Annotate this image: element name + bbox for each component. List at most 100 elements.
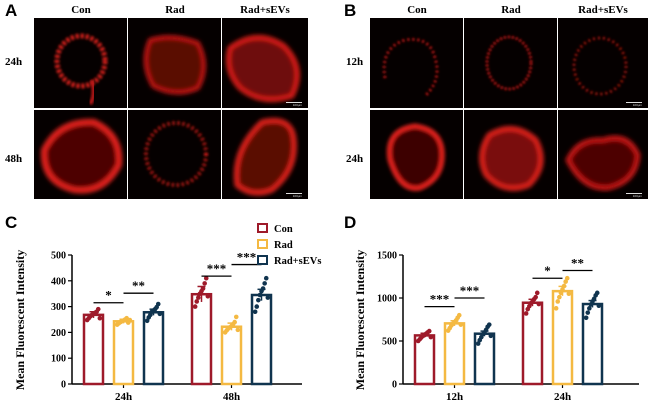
scale-bar-label: 100μm xyxy=(292,103,302,107)
x-tick-label: 48h xyxy=(223,391,240,401)
micrograph: 100μm xyxy=(558,110,648,199)
data-point xyxy=(486,322,492,327)
data-point xyxy=(233,314,239,320)
data-point xyxy=(534,290,540,296)
significance-label: *** xyxy=(460,283,480,298)
significance-label: * xyxy=(105,288,112,303)
column-header-rad-sevs: Rad+sEVs xyxy=(578,4,628,16)
significance-label: *** xyxy=(207,261,227,276)
panel-letter-a: A xyxy=(5,1,18,20)
data-point xyxy=(475,341,481,346)
data-point xyxy=(560,287,565,292)
column-header-rad: Rad xyxy=(501,4,521,16)
data-point xyxy=(488,333,494,339)
significance-label: *** xyxy=(237,250,257,265)
row-label-24h: 24h xyxy=(5,56,23,68)
column-header-rad-sevs: Rad+sEVs xyxy=(240,4,290,16)
micrograph xyxy=(34,18,127,108)
y-tick-label: 100 xyxy=(51,354,66,365)
legend-label: Con xyxy=(274,224,293,235)
significance-label: ** xyxy=(132,278,145,293)
data-point xyxy=(596,303,602,309)
x-tick-label: 24h xyxy=(115,391,132,401)
data-point xyxy=(533,294,538,300)
data-point xyxy=(583,315,589,321)
data-point xyxy=(205,293,211,299)
y-tick-label: 200 xyxy=(51,328,66,339)
data-point xyxy=(458,322,464,327)
micrograph xyxy=(464,18,557,108)
data-point xyxy=(232,319,237,325)
significance-label: * xyxy=(544,263,551,278)
micrograph: 100μm xyxy=(222,18,308,108)
legend-label: Rad xyxy=(274,240,293,251)
data-point xyxy=(262,281,267,286)
data-point xyxy=(252,309,258,315)
legend-swatch xyxy=(257,239,268,249)
data-point xyxy=(564,275,570,281)
data-point xyxy=(523,311,529,316)
y-tick-label: 300 xyxy=(51,302,66,313)
x-tick-label: 12h xyxy=(446,391,463,401)
x-tick-label: 24h xyxy=(554,391,571,401)
bar xyxy=(220,325,243,386)
data-point xyxy=(155,301,161,307)
data-point xyxy=(536,301,542,307)
micrograph xyxy=(128,18,221,108)
column-header-rad: Rad xyxy=(165,4,185,16)
scale-bar-label: 100μm xyxy=(632,103,642,107)
micrograph xyxy=(370,18,463,108)
data-point xyxy=(594,290,600,296)
legend-swatch xyxy=(257,255,268,265)
data-point xyxy=(426,328,432,334)
micrograph xyxy=(128,110,221,199)
data-point xyxy=(428,334,434,340)
data-point xyxy=(456,312,462,318)
significance-label: *** xyxy=(430,292,450,307)
micrograph xyxy=(370,110,463,199)
data-point xyxy=(254,304,260,309)
data-point xyxy=(557,294,562,300)
scale-bar xyxy=(286,102,302,103)
column-header-con: Con xyxy=(407,4,427,16)
panel-letter-c: C xyxy=(5,213,18,232)
data-point xyxy=(558,290,564,296)
data-point xyxy=(97,315,103,321)
data-point xyxy=(235,327,241,333)
bar xyxy=(250,293,273,386)
y-tick-label: 1000 xyxy=(377,294,397,305)
micrograph: 100μm xyxy=(222,110,308,199)
data-point xyxy=(587,306,592,311)
y-tick-label: 500 xyxy=(382,337,397,348)
data-point xyxy=(555,299,561,304)
data-point xyxy=(561,283,567,289)
micrograph: 100μm xyxy=(558,18,648,108)
data-point xyxy=(256,297,261,303)
scale-bar xyxy=(626,102,642,103)
data-point xyxy=(566,291,572,296)
scale-bar-label: 100μm xyxy=(292,194,302,198)
data-point xyxy=(127,317,133,323)
data-point xyxy=(157,311,163,317)
column-header-con: Con xyxy=(71,4,91,16)
data-point xyxy=(192,304,198,309)
y-tick-label: 500 xyxy=(51,251,66,262)
data-point xyxy=(95,306,101,312)
y-tick-label: 400 xyxy=(51,276,66,287)
bar xyxy=(82,313,105,386)
y-tick-label: 0 xyxy=(61,380,66,391)
data-point xyxy=(200,286,206,291)
data-point xyxy=(563,279,568,284)
micrograph xyxy=(34,110,127,199)
data-point xyxy=(553,306,559,311)
row-label-12h: 12h xyxy=(346,56,364,68)
data-point xyxy=(265,295,271,300)
scale-bar-label: 100μm xyxy=(632,194,642,198)
data-point xyxy=(257,292,263,298)
panel-letter-b: B xyxy=(344,1,357,20)
y-axis-title: Mean Fluorescent Intensity xyxy=(353,250,367,390)
micrograph xyxy=(464,110,557,199)
data-point xyxy=(591,296,597,302)
y-tick-label: 1500 xyxy=(377,251,397,262)
data-point xyxy=(203,275,209,281)
